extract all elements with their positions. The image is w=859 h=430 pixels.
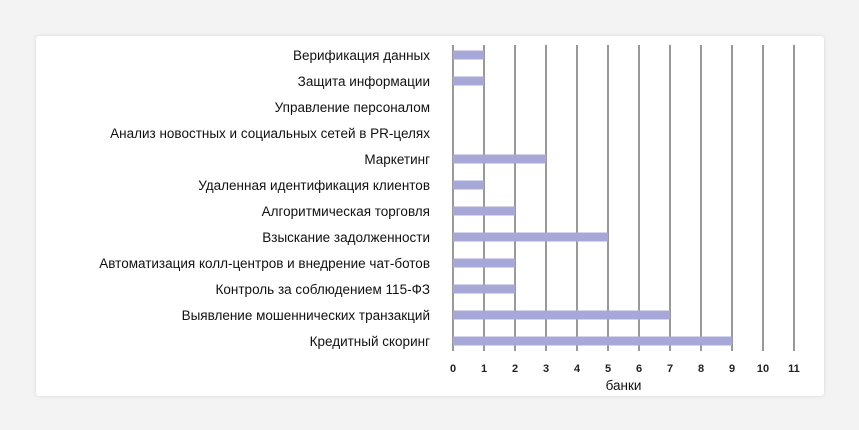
x-tick-label: 1 xyxy=(481,363,487,375)
bar xyxy=(453,180,484,190)
gridlines xyxy=(452,45,795,351)
bar xyxy=(453,154,546,164)
x-tick-labels: 0 1 2 3 4 5 6 7 8 9 10 11 xyxy=(450,363,800,375)
x-tick-label: 3 xyxy=(543,363,549,375)
category-label: Автоматизация колл-центров и внедрение ч… xyxy=(99,256,430,271)
x-tick-label: 4 xyxy=(574,363,581,375)
bar xyxy=(453,284,515,294)
bar xyxy=(453,336,732,346)
x-tick-label: 2 xyxy=(512,363,518,375)
category-label: Взыскание задолженности xyxy=(262,230,430,245)
x-tick-label: 7 xyxy=(667,363,673,375)
x-tick-label: 8 xyxy=(698,363,704,375)
bar xyxy=(453,50,484,60)
x-tick-label: 0 xyxy=(450,363,456,375)
bars xyxy=(453,50,732,346)
category-label: Маркетинг xyxy=(364,152,430,167)
chart-card xyxy=(36,36,824,396)
x-tick-label: 5 xyxy=(605,363,611,375)
category-label: Выявление мошеннических транзакций xyxy=(182,308,430,323)
category-label: Защита информации xyxy=(298,74,430,89)
bar xyxy=(453,310,670,320)
x-tick-label: 10 xyxy=(757,363,769,375)
x-axis-title: банки xyxy=(606,378,642,393)
x-tick-label: 6 xyxy=(636,363,642,375)
x-tick-label: 11 xyxy=(788,363,800,375)
bar xyxy=(453,206,515,216)
bar xyxy=(453,258,515,268)
category-labels: Верификация данных Защита информации Управ… xyxy=(99,48,430,349)
bar xyxy=(453,232,608,242)
bar xyxy=(453,76,484,86)
category-label: Кредитный скоринг xyxy=(310,334,430,349)
x-tick-label: 9 xyxy=(729,363,735,375)
category-label: Анализ новостных и социальных сетей в PR… xyxy=(110,126,430,141)
category-label: Верификация данных xyxy=(293,48,430,63)
category-label: Алгоритмическая торговля xyxy=(262,204,430,219)
category-label: Удаленная идентификация клиентов xyxy=(198,178,430,193)
category-label: Управление персоналом xyxy=(275,100,430,115)
category-label: Контроль за соблюдением 115-ФЗ xyxy=(216,282,430,297)
